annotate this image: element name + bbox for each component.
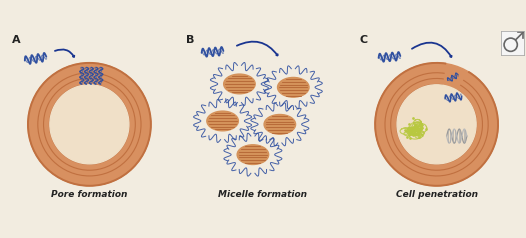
Circle shape	[28, 63, 151, 186]
Ellipse shape	[278, 77, 309, 97]
Text: A: A	[12, 35, 21, 45]
Circle shape	[375, 63, 498, 186]
Ellipse shape	[264, 114, 296, 134]
Ellipse shape	[224, 74, 255, 94]
Text: Cell penetration: Cell penetration	[396, 190, 478, 199]
Text: Micelle formation: Micelle formation	[218, 190, 308, 199]
Text: C: C	[359, 35, 367, 45]
Circle shape	[397, 85, 476, 164]
Text: Pore formation: Pore formation	[51, 190, 128, 199]
Ellipse shape	[207, 111, 238, 131]
Ellipse shape	[237, 145, 269, 164]
Text: B: B	[186, 35, 194, 45]
Circle shape	[50, 85, 129, 164]
